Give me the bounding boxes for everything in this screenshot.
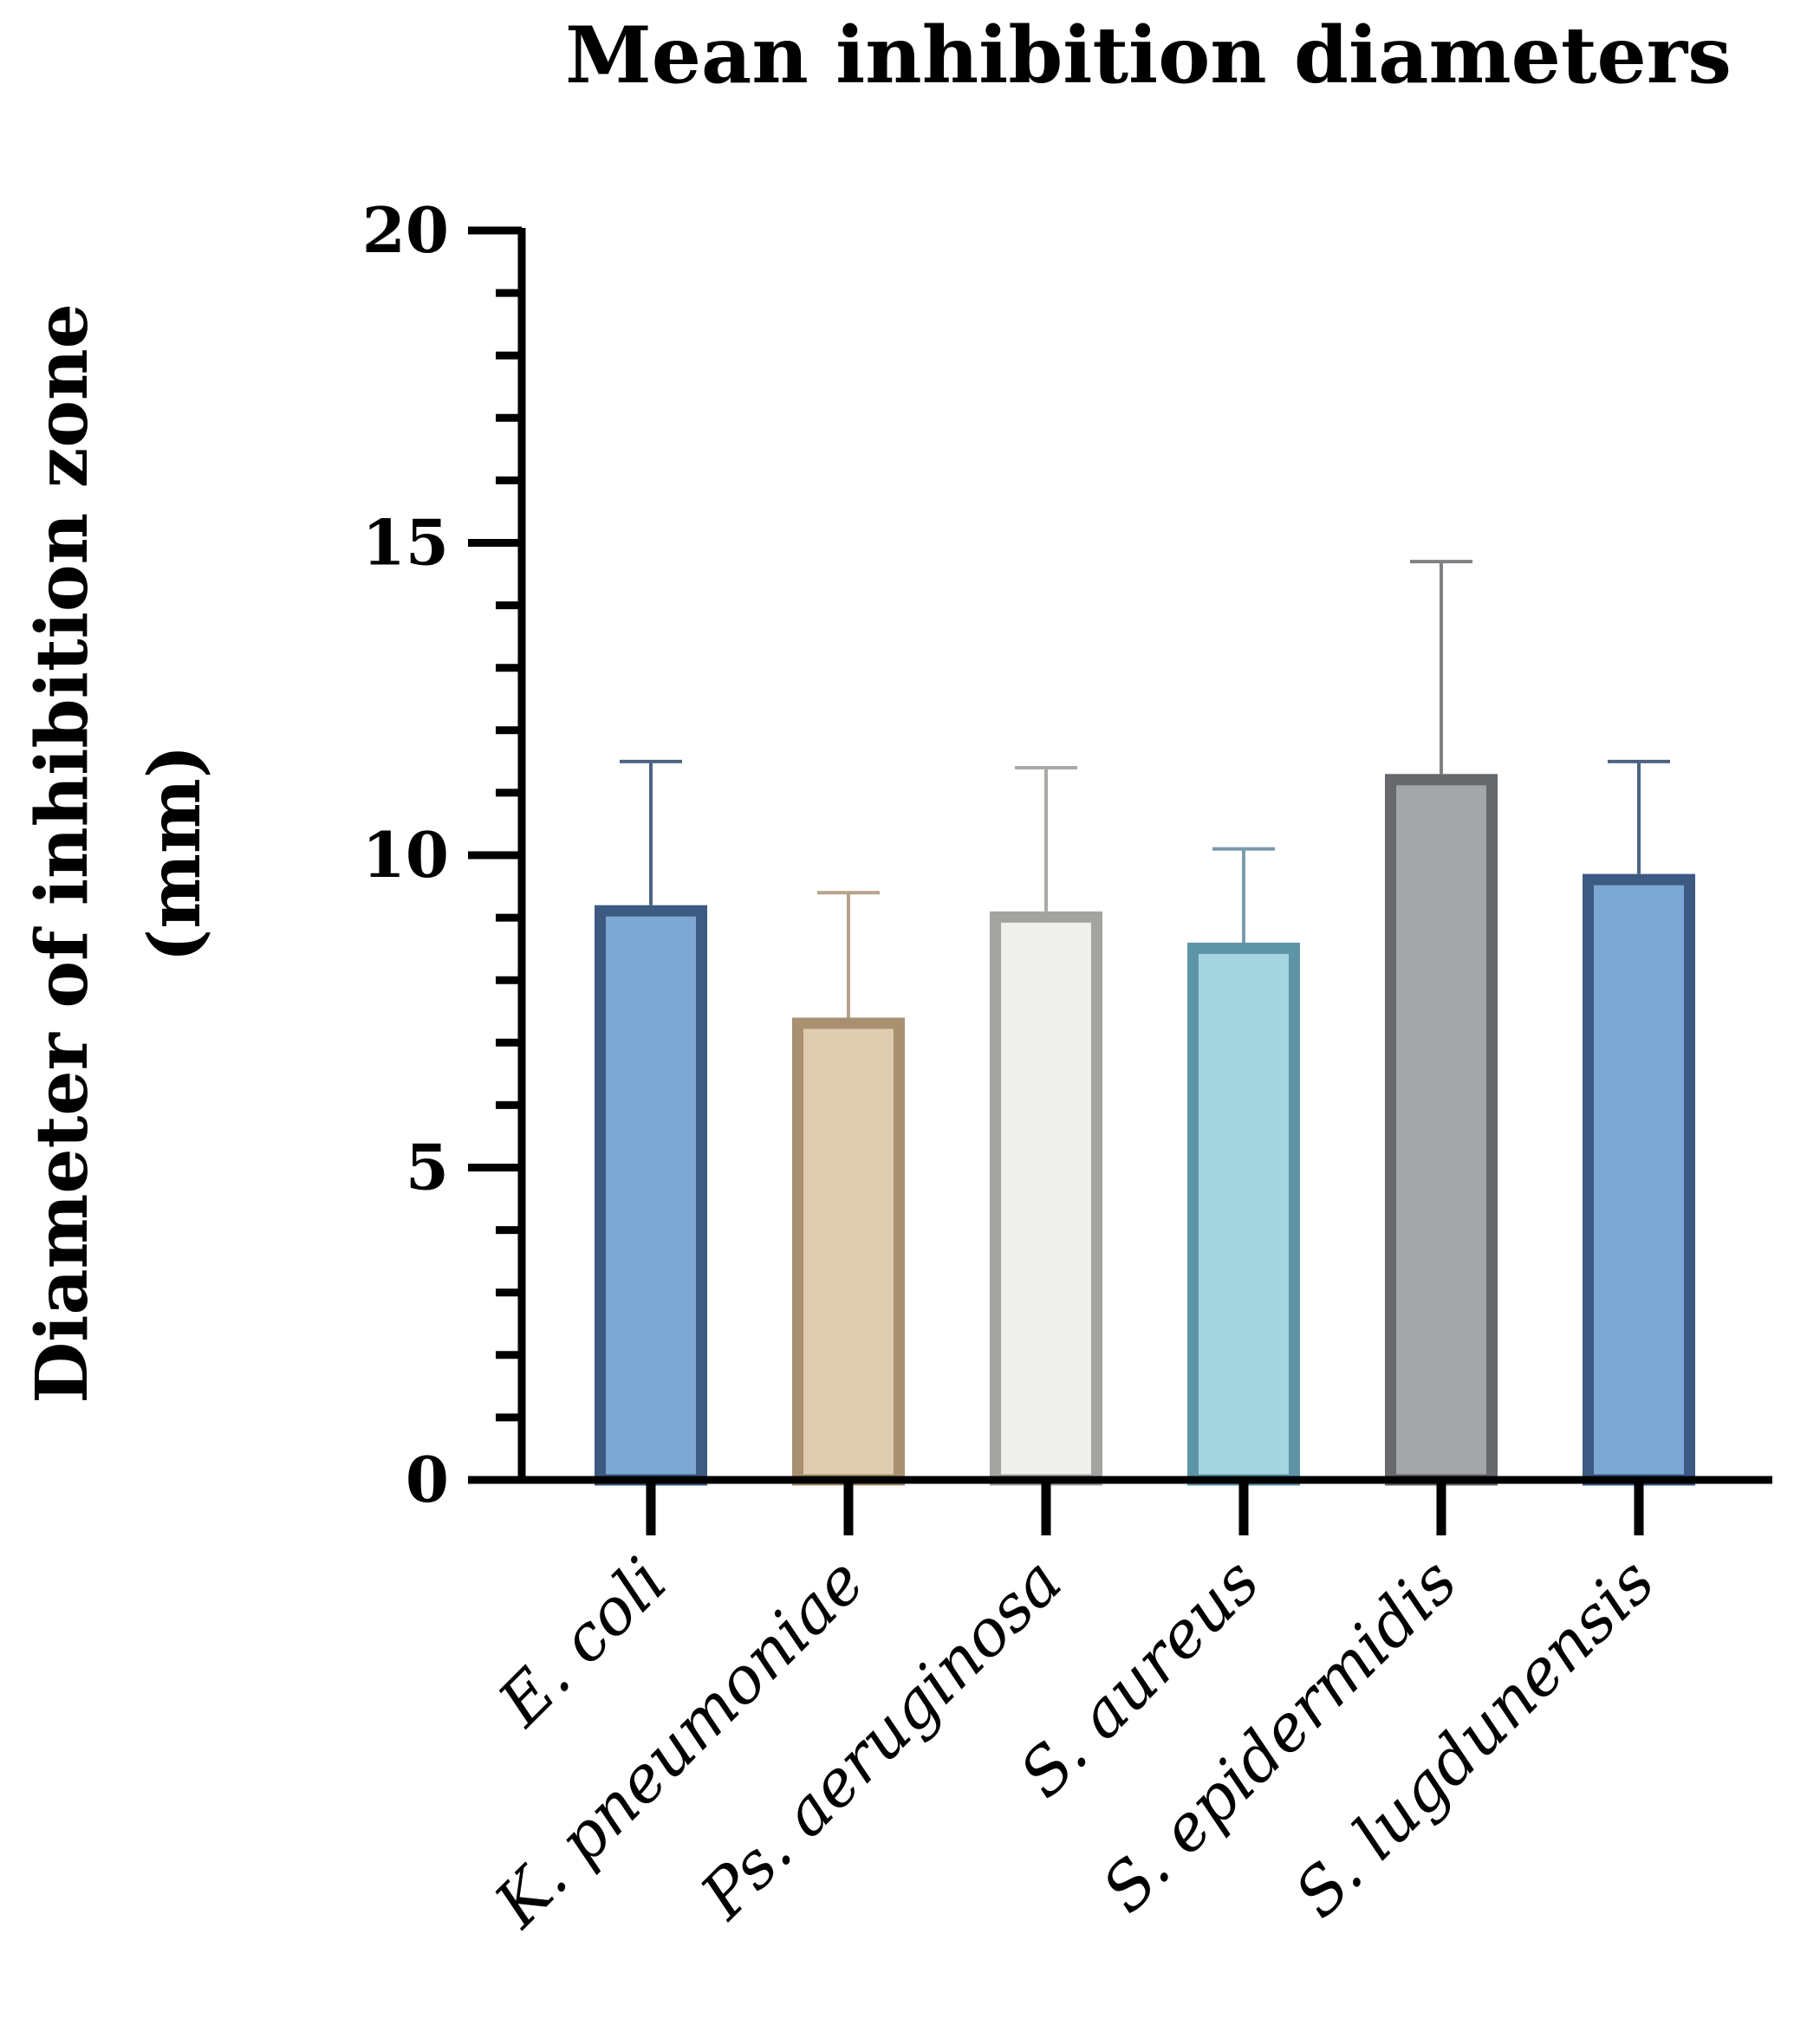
error-bar-0 <box>620 759 682 905</box>
y-axis-label-line-2: (mm) <box>133 744 217 962</box>
error-bar-2 <box>1015 766 1077 912</box>
chart-title: Mean inhibition diameters <box>565 10 1732 101</box>
x-category-label: S. lugdunensis <box>1281 1544 1669 1932</box>
x-category-label: E. coli <box>484 1544 681 1742</box>
y-tick-label: 20 <box>362 193 449 267</box>
bar-1 <box>792 1017 905 1486</box>
bar-4 <box>1385 774 1498 1486</box>
axes-layer <box>468 226 1772 1535</box>
error-bar-5 <box>1608 759 1670 874</box>
bars-layer <box>595 560 1695 1486</box>
x-category-label: S. epidermidis <box>1089 1544 1472 1927</box>
x-category-label: K. pneumoniae <box>480 1544 879 1943</box>
bar-2 <box>990 911 1102 1486</box>
bar-3 <box>1187 942 1300 1486</box>
y-tick-label: 0 <box>406 1443 449 1516</box>
x-category-label: Ps. aeruginosa <box>686 1544 1076 1935</box>
error-bar-3 <box>1212 847 1275 943</box>
y-tick-label: 10 <box>362 818 449 892</box>
bar-5 <box>1583 873 1695 1486</box>
bar-0 <box>595 905 707 1486</box>
y-tick-label: 5 <box>406 1131 449 1204</box>
y-axis-label: Diameter of inhibition zone (mm) <box>21 303 217 1404</box>
error-bar-4 <box>1410 560 1472 775</box>
y-tick-label: 15 <box>362 506 449 580</box>
y-axis-label-line-1: Diameter of inhibition zone <box>21 303 104 1404</box>
error-bar-1 <box>817 891 880 1018</box>
